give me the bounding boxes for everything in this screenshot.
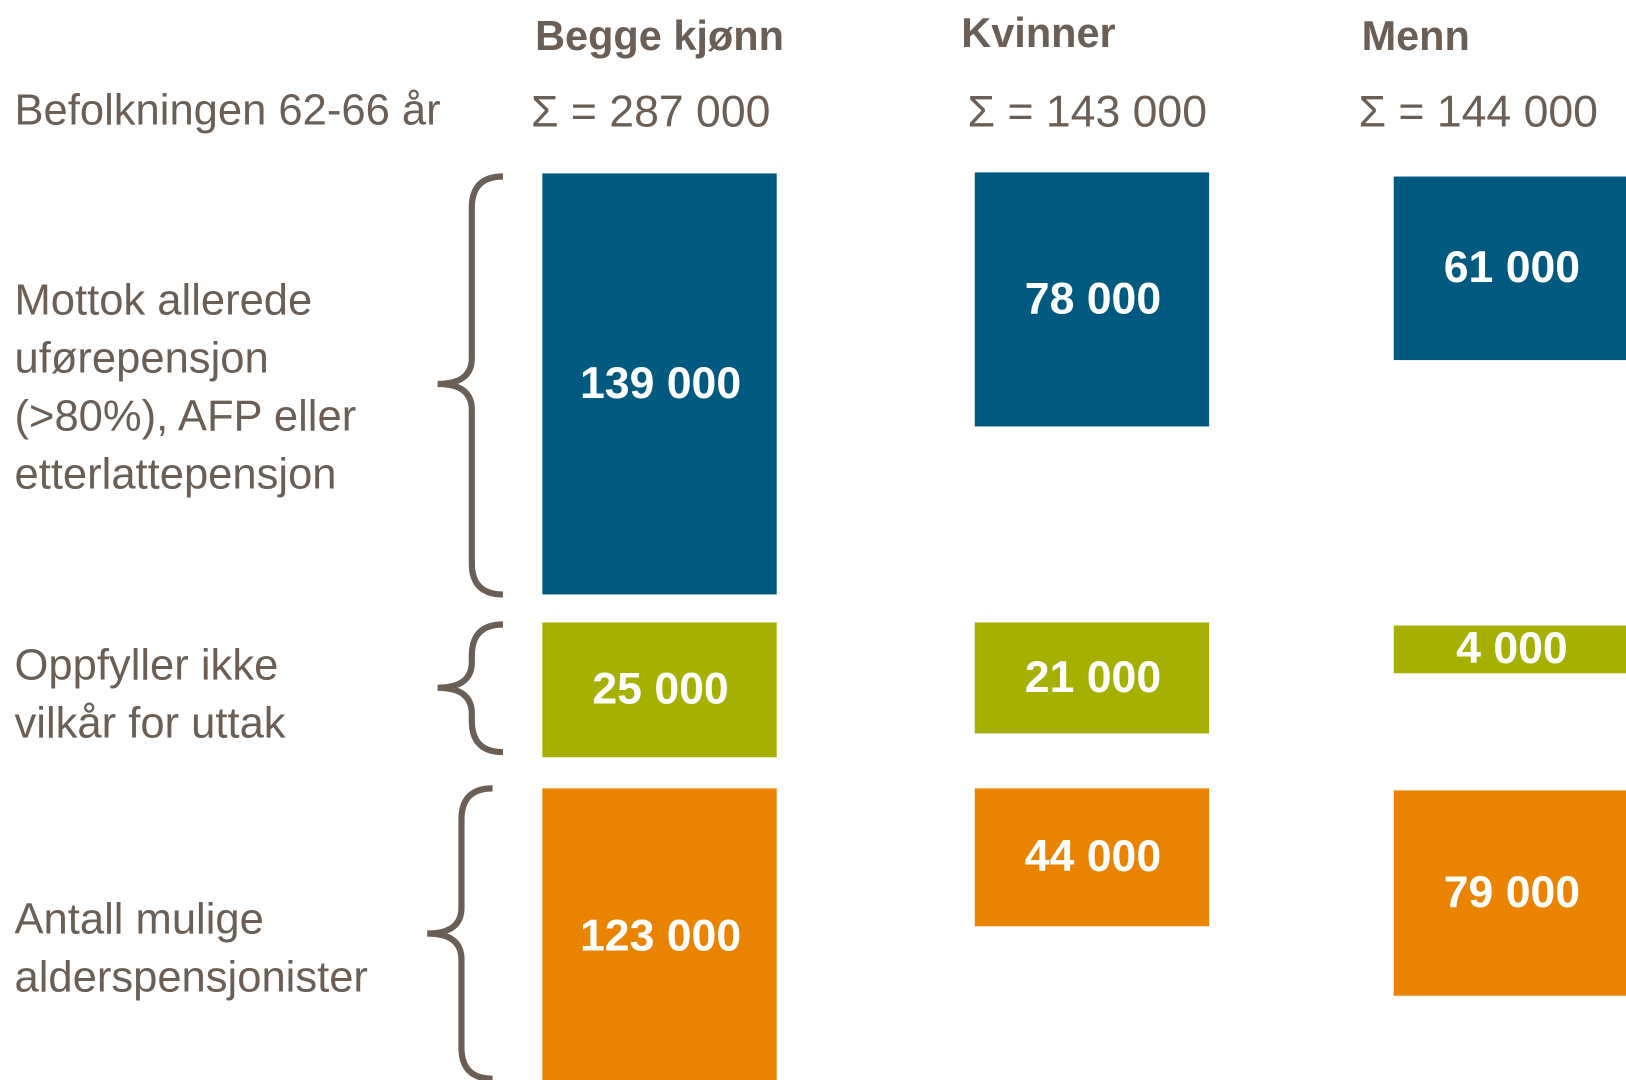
- column-total: Σ = 144 000: [1358, 88, 1597, 137]
- box: [1393, 176, 1626, 361]
- box-value: 25 000: [592, 665, 728, 714]
- box-value: 139 000: [580, 359, 741, 408]
- column-total: Σ = 287 000: [531, 88, 771, 137]
- column-title: Menn: [1362, 12, 1470, 59]
- column-title: Begge kjønn: [535, 12, 784, 59]
- box-value: 61 000: [1444, 243, 1580, 292]
- box: [542, 622, 777, 758]
- group-label: (>80%), AFP eller: [15, 393, 357, 441]
- group-label: etterlattepensjon: [15, 451, 337, 499]
- brace: [427, 785, 493, 1080]
- row-label: Befolkningen 62-66 år: [15, 87, 441, 135]
- group-label: uførepensjon: [15, 335, 269, 383]
- column-title: Kvinner: [961, 9, 1115, 56]
- box-value: 21 000: [1025, 653, 1161, 702]
- box: [1393, 625, 1626, 674]
- box: [542, 173, 777, 595]
- box: [974, 622, 1210, 734]
- box: [542, 788, 777, 1080]
- column-total: Σ = 143 000: [968, 88, 1208, 137]
- group-label: Antall mulige: [15, 896, 264, 944]
- brace: [437, 173, 504, 598]
- box-value: 79 000: [1444, 868, 1580, 917]
- box-value: 123 000: [580, 912, 741, 961]
- box-value: 4 000: [1456, 624, 1568, 673]
- group-label: Mottok allerede: [15, 276, 313, 324]
- group-label: Oppfyller ikke: [15, 641, 279, 689]
- box: [1393, 790, 1626, 996]
- brace: [437, 621, 504, 756]
- box: [974, 788, 1210, 927]
- box: [974, 172, 1210, 427]
- box-value: 78 000: [1025, 274, 1161, 323]
- box-value: 44 000: [1025, 832, 1161, 881]
- group-label: vilkår for uttak: [15, 700, 286, 748]
- group-label: alderspensjonister: [15, 954, 368, 1002]
